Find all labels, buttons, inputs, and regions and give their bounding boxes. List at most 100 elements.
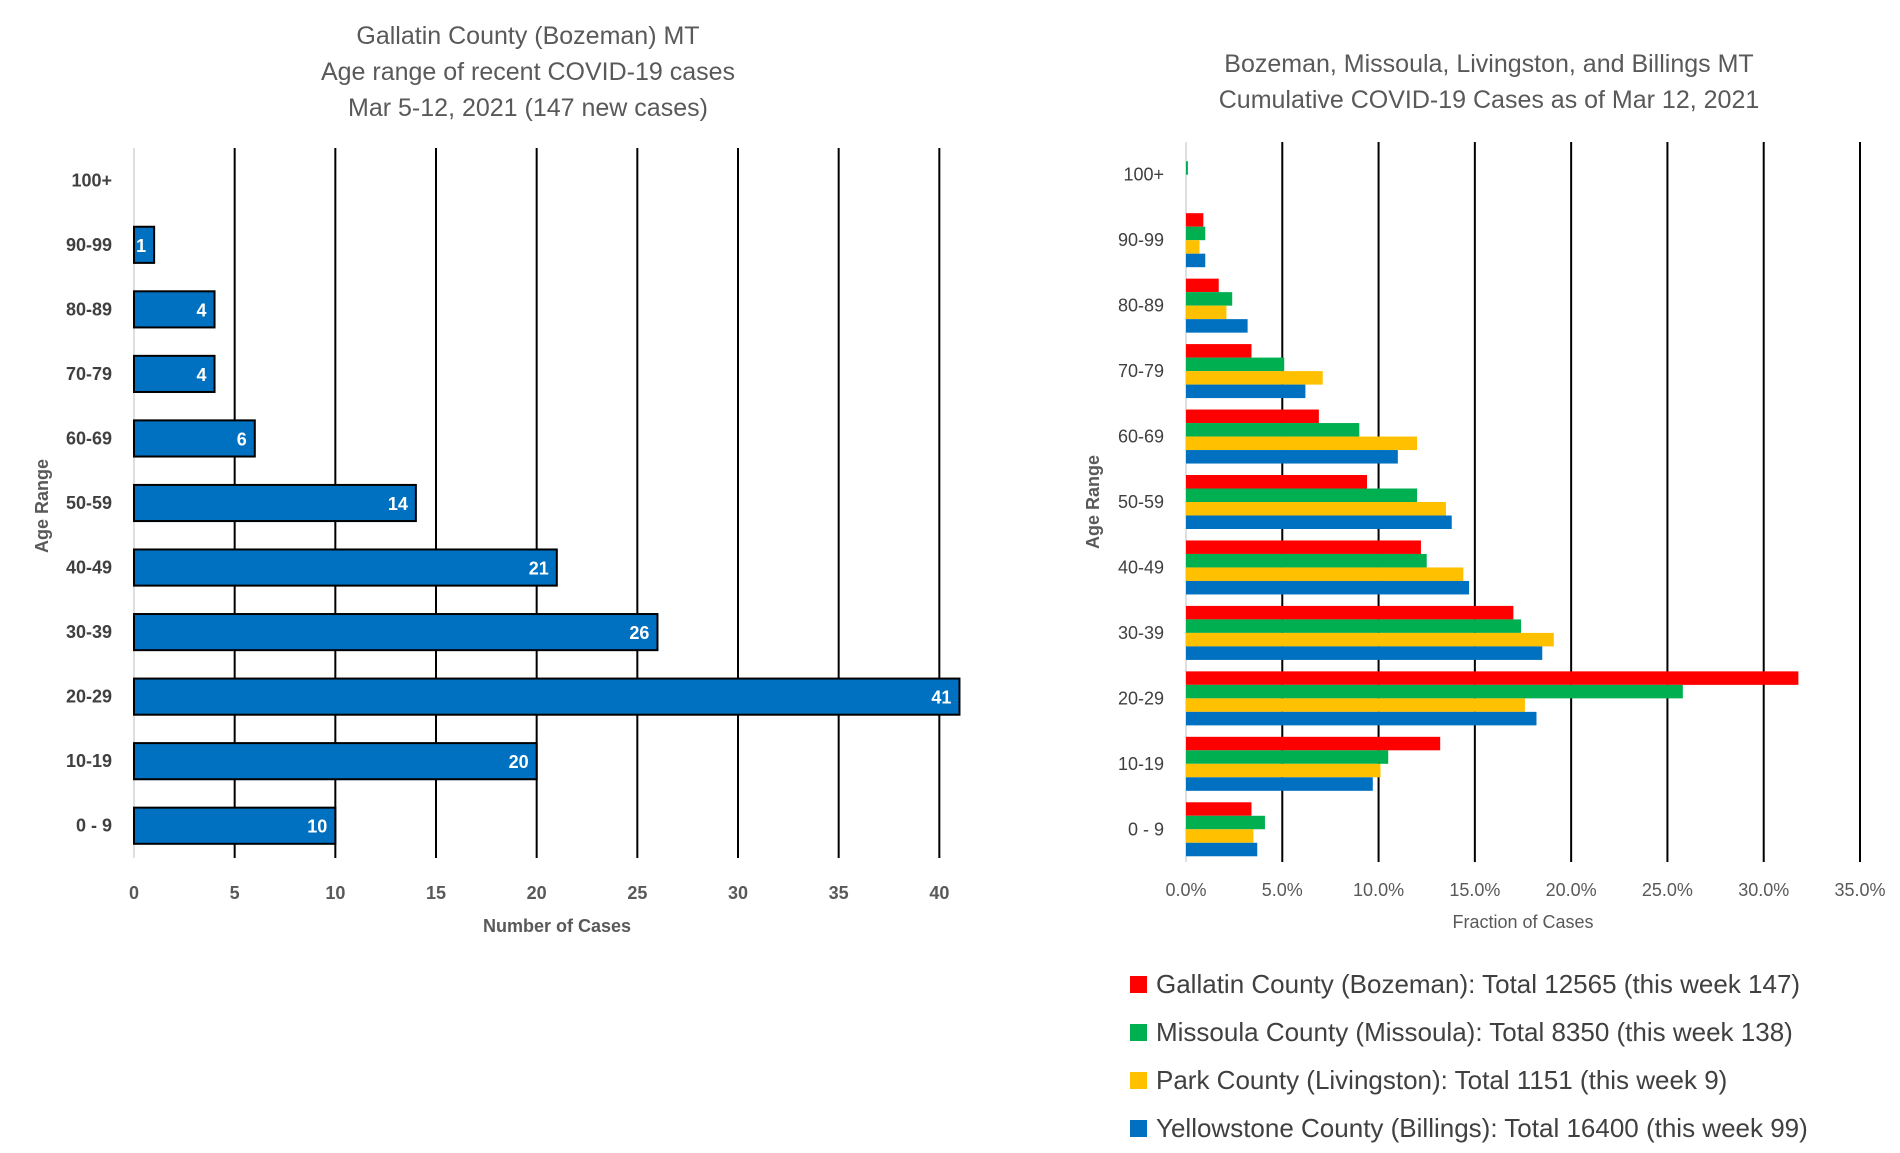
bar: [1186, 553, 1427, 568]
y-axis-tick-labels: 0 - 9 10-19 20-29 30-39 40-49 50-59 60-69 70-79…: [1118, 165, 1164, 840]
bar: [1186, 777, 1373, 791]
chart-title-line-2: Age range of recent COVID-19 cases: [321, 58, 735, 86]
y-tick-label: 60-69: [1118, 427, 1164, 447]
legend-swatch: [1130, 975, 1147, 993]
bar: [1186, 619, 1522, 633]
data-label: 10: [307, 817, 327, 837]
bars: [1186, 161, 1799, 857]
x-tick-label: 10.0%: [1353, 880, 1404, 900]
legend-label: Park County (Livingston): Total 1151 (th…: [1156, 1064, 1728, 1095]
chart-title-line-2: Cumulative COVID-19 Cases as of Mar 12, …: [1219, 86, 1760, 114]
bar: [133, 548, 558, 587]
legend-label: Gallatin County (Bozeman): Total 12565 (…: [1156, 968, 1801, 999]
bar: [1186, 226, 1206, 241]
x-axis-label: Number of Cases: [483, 916, 631, 936]
x-tick-label: 15: [426, 883, 446, 903]
bar: [1186, 671, 1799, 685]
y-tick-label: 90-99: [1118, 230, 1164, 250]
bar: [1186, 371, 1323, 385]
y-axis-tick-labels: 0 - 9 10-19 20-29 30-39 40-49 50-59 60-69 70-79…: [66, 170, 112, 835]
y-tick-label: 80-89: [1118, 296, 1164, 316]
legend-item: Park County (Livingston): Total 1151 (th…: [1130, 1056, 1808, 1104]
bar: [1186, 815, 1265, 830]
bar: [1186, 409, 1319, 424]
y-axis-label: Age Range: [32, 459, 52, 553]
y-tick-label: 100+: [71, 170, 112, 190]
legend-swatch: [1130, 1119, 1147, 1137]
x-tick-label: 0: [129, 883, 139, 903]
bar: [1186, 736, 1441, 751]
bar: [133, 677, 961, 716]
bar: [1186, 278, 1219, 293]
y-tick-label: 80-89: [66, 299, 112, 319]
bar: [1186, 450, 1398, 464]
bar: [1186, 213, 1204, 227]
y-tick-label: 40-49: [1118, 557, 1164, 577]
x-tick-label: 25.0%: [1642, 880, 1693, 900]
data-label: 21: [529, 559, 549, 579]
y-tick-label: 50-59: [66, 493, 112, 513]
y-tick-label: 10-19: [1118, 754, 1164, 774]
bar: [1186, 292, 1233, 306]
x-tick-label: 40: [929, 883, 949, 903]
bar: [1186, 319, 1248, 333]
y-tick-label: 0 - 9: [1128, 819, 1164, 839]
bar: [133, 483, 417, 523]
age-range-bar-chart: Gallatin County (Bozeman) MT Age range o…: [32, 22, 961, 936]
bar: [1186, 802, 1252, 816]
bar: [1186, 253, 1206, 268]
x-axis-label: Fraction of Cases: [1452, 912, 1593, 932]
bar: [1186, 475, 1368, 489]
x-axis-tick-labels: 051015202530354045: [129, 883, 949, 903]
x-tick-label: 15.0%: [1449, 880, 1500, 900]
legend: Gallatin County (Bozeman): Total 12565 (…: [1130, 960, 1808, 1152]
bar: [1186, 384, 1306, 399]
bar: [1186, 684, 1683, 699]
bar: [1186, 567, 1464, 581]
bar: [1186, 540, 1421, 554]
bar: [1186, 711, 1537, 726]
x-tick-label: 30.0%: [1738, 880, 1789, 900]
y-tick-label: 0 - 9: [76, 816, 112, 836]
x-tick-label: 35.0%: [1834, 880, 1885, 900]
y-tick-label: 10-19: [66, 751, 112, 771]
x-tick-label: 35: [829, 883, 849, 903]
legend-swatch: [1130, 1071, 1147, 1089]
x-tick-label: 0.0%: [1165, 880, 1206, 900]
bar: [1186, 750, 1389, 764]
bar: [1186, 488, 1418, 502]
x-tick-label: 30: [728, 883, 748, 903]
bar: [133, 806, 337, 845]
bar: [133, 290, 216, 329]
y-tick-label: 30-39: [66, 622, 112, 642]
bar: [1186, 605, 1514, 620]
y-tick-label: 20-29: [1118, 688, 1164, 708]
bar: [1186, 436, 1418, 451]
y-tick-label: 70-79: [1118, 361, 1164, 381]
bar: [133, 354, 216, 393]
data-label: 4: [197, 365, 207, 385]
legend-swatch: [1130, 1023, 1147, 1041]
data-label: 41: [931, 688, 951, 708]
bar: [1186, 632, 1554, 647]
x-axis-tick-labels: 0.0% 5.0% 10.0% 15.0% 20.0% 25.0% 30.0% 35.0%: [1165, 880, 1885, 900]
data-label: 14: [388, 494, 408, 514]
data-label: 1: [136, 236, 146, 256]
bar: [1186, 423, 1360, 437]
bar: [1186, 344, 1252, 358]
y-tick-label: 90-99: [66, 235, 112, 255]
bar: [1186, 240, 1200, 254]
x-tick-label: 20: [527, 883, 547, 903]
bar: [1186, 357, 1285, 372]
data-label: 20: [509, 752, 529, 772]
x-tick-label: 5.0%: [1262, 880, 1303, 900]
bar: [1186, 161, 1188, 175]
bar: [1186, 698, 1525, 712]
gridlines: [133, 148, 941, 858]
x-tick-label: 20.0%: [1546, 880, 1597, 900]
y-axis-label: Age Range: [1083, 455, 1103, 549]
y-tick-label: 100+: [1123, 165, 1164, 185]
chart-title-line-1: Bozeman, Missoula, Livingston, and Billi…: [1224, 50, 1753, 78]
bar: [133, 419, 256, 458]
bar: [1186, 842, 1258, 857]
